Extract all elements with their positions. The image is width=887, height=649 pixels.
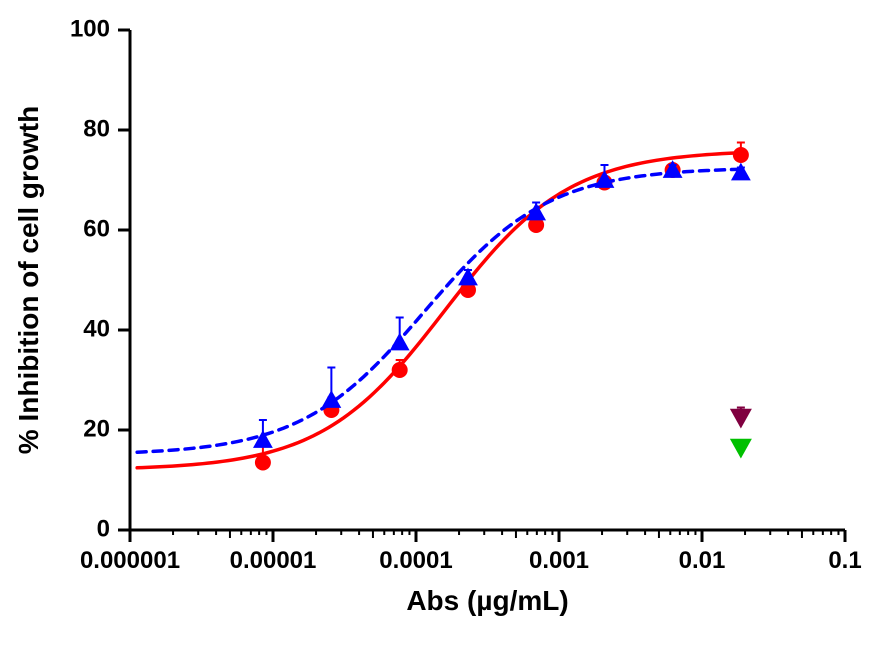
svg-text:80: 80 bbox=[83, 115, 110, 142]
svg-text:20: 20 bbox=[83, 415, 110, 442]
svg-text:0.000001: 0.000001 bbox=[80, 547, 180, 574]
svg-text:0.0001: 0.0001 bbox=[379, 547, 452, 574]
svg-text:0: 0 bbox=[97, 515, 110, 542]
svg-text:100: 100 bbox=[70, 15, 110, 42]
dose-response-chart: 0 20 40 60 80 100 0.000001 0.00001 0.0001 0.001 0.… bbox=[0, 0, 887, 649]
chart-svg: 0 20 40 60 80 100 0.000001 0.00001 0.0001 0.001 0.… bbox=[0, 0, 887, 649]
svg-text:0.001: 0.001 bbox=[529, 547, 589, 574]
svg-text:% Inhibition of cell growth: % Inhibition of cell growth bbox=[13, 106, 44, 454]
svg-text:40: 40 bbox=[83, 315, 110, 342]
svg-text:60: 60 bbox=[83, 215, 110, 242]
svg-text:0.00001: 0.00001 bbox=[230, 547, 317, 574]
svg-text:Abs (µg/mL): Abs (µg/mL) bbox=[406, 585, 568, 616]
svg-text:0.1: 0.1 bbox=[828, 547, 861, 574]
svg-text:0.01: 0.01 bbox=[679, 547, 726, 574]
